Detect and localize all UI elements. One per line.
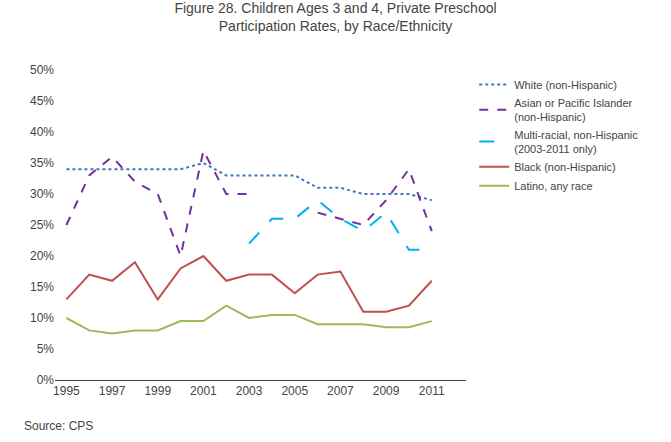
svg-text:1995: 1995	[53, 384, 80, 398]
svg-text:40%: 40%	[30, 125, 54, 139]
svg-text:Asian or Pacific Islander(non-: Asian or Pacific Islander(non-Hispanic)	[514, 97, 632, 123]
svg-text:2007: 2007	[327, 384, 354, 398]
svg-text:15%: 15%	[30, 280, 54, 294]
svg-text:5%: 5%	[37, 342, 55, 356]
svg-text:White (non-Hispanic): White (non-Hispanic)	[514, 79, 617, 91]
svg-text:2003: 2003	[236, 384, 263, 398]
svg-text:Black (non-Hispanic): Black (non-Hispanic)	[514, 161, 615, 173]
svg-text:20%: 20%	[30, 249, 54, 263]
svg-text:1997: 1997	[99, 384, 126, 398]
svg-text:Latino, any race: Latino, any race	[514, 180, 592, 192]
svg-text:1999: 1999	[144, 384, 171, 398]
svg-text:25%: 25%	[30, 218, 54, 232]
svg-text:Multi-racial, non-Hispanic(200: Multi-racial, non-Hispanic(2003-2011 onl…	[514, 129, 638, 155]
svg-text:Source: CPS: Source: CPS	[24, 419, 93, 433]
svg-text:35%: 35%	[30, 156, 54, 170]
svg-text:45%: 45%	[30, 94, 54, 108]
svg-text:50%: 50%	[30, 63, 54, 77]
svg-text:2001: 2001	[190, 384, 217, 398]
svg-text:2011: 2011	[419, 384, 445, 398]
svg-text:30%: 30%	[30, 187, 54, 201]
svg-text:2005: 2005	[281, 384, 308, 398]
svg-text:0%: 0%	[37, 373, 55, 387]
svg-text:10%: 10%	[30, 311, 54, 325]
svg-text:Figure 28. Children Ages 3 and: Figure 28. Children Ages 3 and 4, Privat…	[174, 0, 496, 34]
svg-text:2009: 2009	[373, 384, 400, 398]
